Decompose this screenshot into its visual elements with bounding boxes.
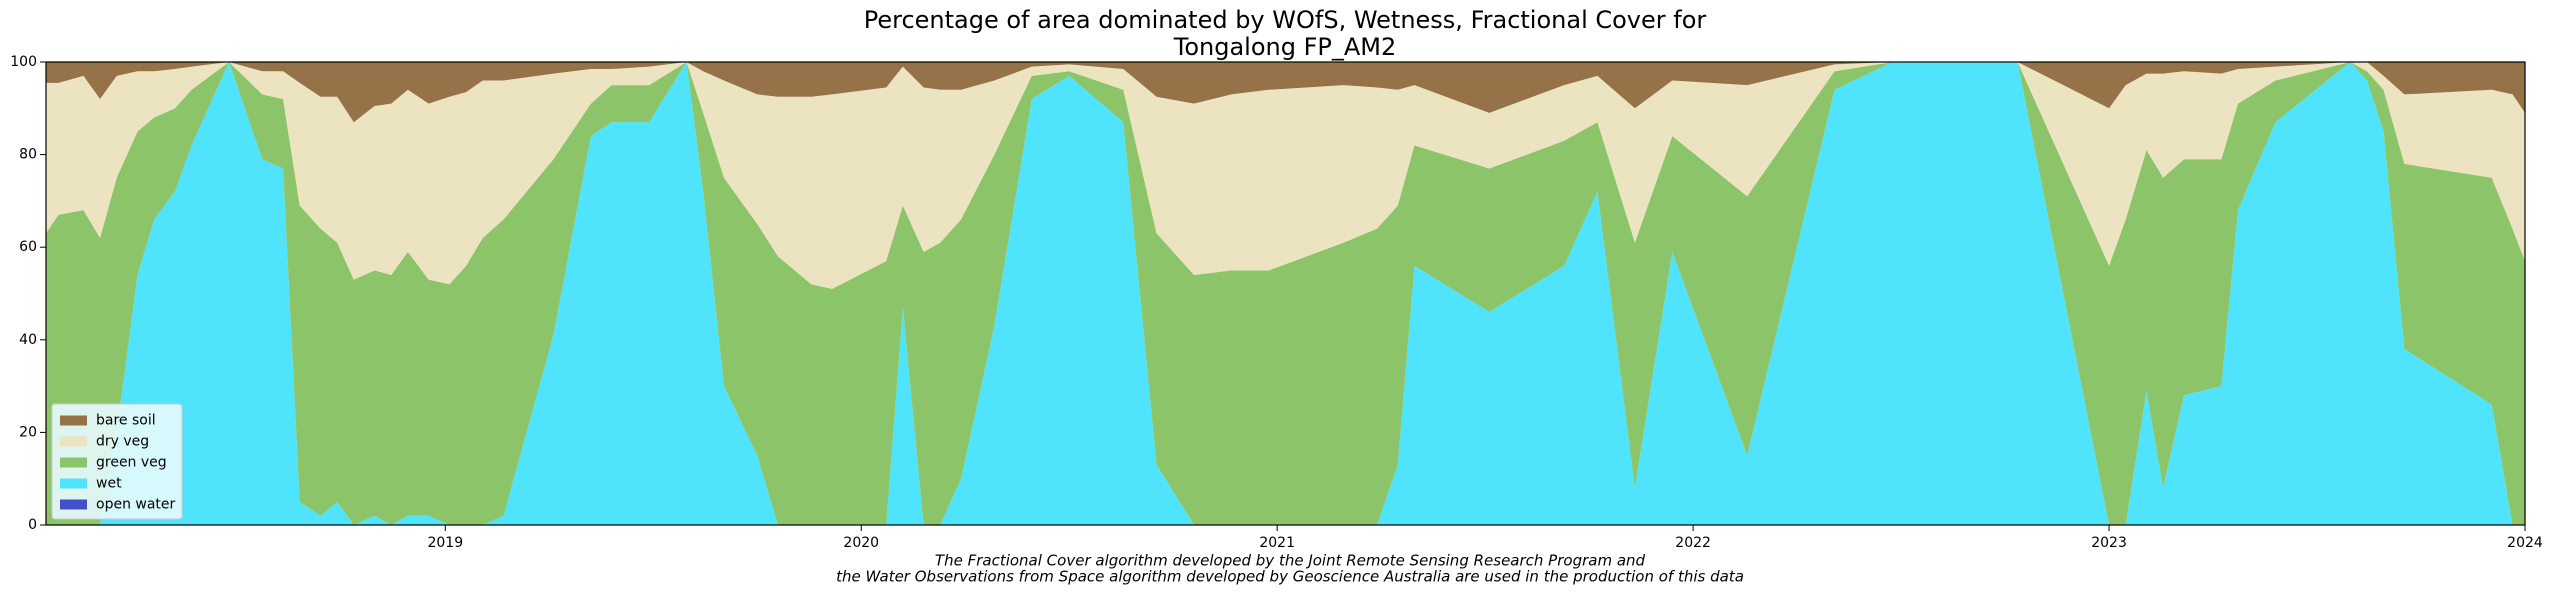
area [46, 62, 2525, 525]
chart-title: Percentage of area dominated by WOfS, We… [864, 6, 1707, 34]
x-tick-label: 2020 [843, 535, 879, 551]
chart-title: Tongalong FP_AM2 [1173, 33, 1397, 61]
area [46, 62, 2525, 525]
legend-swatch [60, 415, 87, 426]
y-tick-label: 80 [19, 147, 37, 163]
area [46, 62, 2525, 289]
legend-box [51, 403, 183, 520]
x-tick-label: 2024 [2507, 535, 2543, 551]
y-tick-label: 40 [19, 332, 37, 348]
legend-swatch [60, 478, 87, 489]
plot-frame [45, 61, 2526, 526]
y-tick-label: 60 [19, 239, 37, 255]
legend-swatch [60, 436, 87, 447]
legend: bare soil dry veg green veg wet open water [51, 403, 183, 520]
x-tick-label: 2023 [2091, 535, 2127, 551]
legend-swatch [60, 499, 87, 510]
x-tick-label: 2022 [1675, 535, 1711, 551]
footnote: the Water Observations from Space algori… [836, 568, 1744, 586]
legend-label: dry veg [96, 434, 149, 450]
y-tick-label: 0 [28, 517, 37, 533]
x-tick-label: 2021 [1259, 535, 1295, 551]
legend-label: open water [96, 497, 176, 513]
footnote: The Fractional Cover algorithm developed… [935, 552, 1646, 570]
legend-swatch [60, 457, 87, 468]
legend-label: bare soil [96, 413, 156, 429]
x-tick-label: 2019 [427, 535, 463, 551]
legend-label: wet [96, 476, 122, 492]
y-tick-label: 20 [19, 424, 37, 440]
area [46, 62, 2525, 123]
y-tick-label: 100 [10, 54, 37, 70]
legend-label: green veg [96, 455, 167, 471]
